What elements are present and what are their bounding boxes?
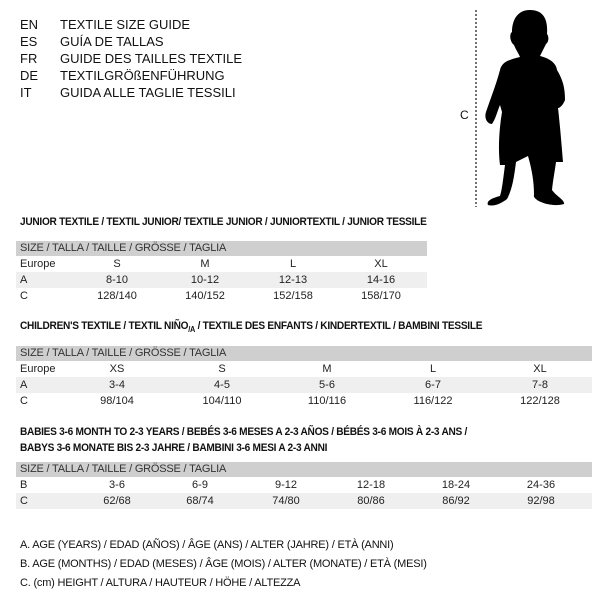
table-cell: M bbox=[200, 258, 210, 270]
table-cell: L bbox=[429, 363, 437, 375]
table-row: C 128/140 140/152 152/158 158/170 bbox=[16, 288, 427, 304]
babies-size-table: SIZE / TALLA / TAILLE / GRÖSSE / TAGLIA B… bbox=[16, 462, 592, 509]
language-title-row: DE TEXTILGRÖßENFÜHRUNG bbox=[20, 67, 225, 84]
height-measure-label: C bbox=[460, 108, 469, 122]
table-row: B 3-6 6-9 9-12 12-18 18-24 24-36 bbox=[16, 477, 592, 493]
table-cell: 3-6 bbox=[109, 479, 125, 491]
language-title: TEXTILGRÖßENFÜHRUNG bbox=[60, 68, 225, 83]
children-section-title: CHILDREN'S TEXTILE / TEXTIL NIÑO/A / TEX… bbox=[20, 318, 482, 338]
row-label: C bbox=[20, 290, 28, 302]
table-cell: 4-5 bbox=[214, 379, 230, 391]
table-cell: 68/74 bbox=[186, 495, 214, 507]
junior-size-table: SIZE / TALLA / TAILLE / GRÖSSE / TAGLIA E… bbox=[16, 241, 427, 304]
table-cell: 62/68 bbox=[103, 495, 131, 507]
table-cell: 152/158 bbox=[273, 290, 313, 302]
table-cell: XL bbox=[374, 258, 388, 270]
junior-section-title: JUNIOR TEXTILE / TEXTIL JUNIOR/ TEXTILE … bbox=[20, 216, 427, 228]
size-header-bar: SIZE / TALLA / TAILLE / GRÖSSE / TAGLIA bbox=[16, 462, 592, 477]
children-title-rest: / TEXTILE DES ENFANTS / KINDERTEXTIL / B… bbox=[195, 320, 483, 332]
babies-section-title-line1: BABIES 3-6 MONTH TO 2-3 YEARS / BEBÉS 3-… bbox=[20, 426, 468, 438]
table-cell: 18-24 bbox=[441, 479, 471, 491]
language-title: GUIDE DES TAILLES TEXTILE bbox=[60, 51, 243, 66]
row-label: A bbox=[20, 274, 28, 286]
children-title-part: CHILDREN'S TEXTILE / TEXTIL NIÑO bbox=[20, 320, 189, 332]
language-title-row: IT GUIDA ALLE TAGLIE TESSILI bbox=[20, 84, 236, 101]
table-row: A 3-4 4-5 5-6 6-7 7-8 bbox=[16, 377, 592, 393]
table-cell: 3-4 bbox=[109, 379, 125, 391]
row-label: Europe bbox=[20, 258, 56, 270]
table-cell: 110/116 bbox=[307, 395, 347, 407]
language-title: GUIDA ALLE TAGLIE TESSILI bbox=[60, 85, 236, 100]
table-cell: 128/140 bbox=[97, 290, 137, 302]
legend-item: B. AGE (MONTHS) / EDAD (MESES) / ÂGE (MO… bbox=[20, 558, 427, 570]
table-cell: 92/98 bbox=[527, 495, 555, 507]
table-cell: 8-10 bbox=[105, 274, 129, 286]
table-cell: XL bbox=[533, 363, 547, 375]
table-cell: 12-13 bbox=[278, 274, 308, 286]
table-cell: 9-12 bbox=[274, 479, 298, 491]
table-cell: L bbox=[289, 258, 297, 270]
table-cell: 122/128 bbox=[520, 395, 560, 407]
table-cell: 116/122 bbox=[413, 395, 453, 407]
legend-item: C. (cm) HEIGHT / ALTURA / HAUTEUR / HÖHE… bbox=[20, 577, 301, 589]
table-cell: 74/80 bbox=[272, 495, 300, 507]
size-header-bar: SIZE / TALLA / TAILLE / GRÖSSE / TAGLIA bbox=[16, 241, 427, 256]
table-cell: 14-16 bbox=[366, 274, 396, 286]
row-label: C bbox=[20, 395, 28, 407]
table-cell: 104/110 bbox=[202, 395, 242, 407]
table-cell: 158/170 bbox=[361, 290, 401, 302]
babies-section-title-line2: BABYS 3-6 MONATE BIS 2-3 JAHRE / BAMBINI… bbox=[20, 442, 328, 454]
child-silhouette-figure bbox=[475, 10, 565, 207]
table-row: C 98/104 104/110 110/116 116/122 122/128 bbox=[16, 393, 592, 409]
table-cell: 80/86 bbox=[357, 495, 385, 507]
table-cell: 98/104 bbox=[100, 395, 134, 407]
language-title-row: FR GUIDE DES TAILLES TEXTILE bbox=[20, 50, 242, 67]
row-label: B bbox=[20, 479, 28, 491]
table-cell: 5-6 bbox=[319, 379, 335, 391]
child-silhouette-icon bbox=[485, 10, 565, 206]
table-cell: 10-12 bbox=[190, 274, 220, 286]
table-cell: S bbox=[113, 258, 121, 270]
row-label: A bbox=[20, 379, 28, 391]
table-cell: XS bbox=[109, 363, 125, 375]
table-row: Europe S M L XL bbox=[16, 256, 427, 272]
table-cell: 6-9 bbox=[192, 479, 208, 491]
table-cell: 24-36 bbox=[526, 479, 556, 491]
table-cell: 140/152 bbox=[185, 290, 225, 302]
language-title: TEXTILE SIZE GUIDE bbox=[60, 17, 191, 32]
language-code: IT bbox=[20, 85, 32, 100]
language-title: GUÍA DE TALLAS bbox=[60, 34, 164, 49]
table-cell: 6-7 bbox=[425, 379, 441, 391]
language-title-row: ES GUÍA DE TALLAS bbox=[20, 33, 164, 50]
legend-item: A. AGE (YEARS) / EDAD (AÑOS) / ÂGE (ANS)… bbox=[20, 539, 394, 551]
table-cell: 7-8 bbox=[532, 379, 548, 391]
children-size-table: SIZE / TALLA / TAILLE / GRÖSSE / TAGLIA E… bbox=[16, 346, 592, 409]
size-header-bar: SIZE / TALLA / TAILLE / GRÖSSE / TAGLIA bbox=[16, 346, 592, 361]
language-code: FR bbox=[20, 51, 38, 66]
table-cell: 12-18 bbox=[356, 479, 386, 491]
row-label: C bbox=[20, 495, 28, 507]
table-cell: S bbox=[218, 363, 226, 375]
table-row: Europe XS S M L XL bbox=[16, 361, 592, 377]
table-cell: M bbox=[322, 363, 332, 375]
table-cell: 86/92 bbox=[442, 495, 470, 507]
language-title-row: EN TEXTILE SIZE GUIDE bbox=[20, 16, 190, 33]
table-row: A 8-10 10-12 12-13 14-16 bbox=[16, 272, 427, 288]
children-title-sub: /A bbox=[188, 325, 196, 335]
table-row: C 62/68 68/74 74/80 80/86 86/92 92/98 bbox=[16, 493, 592, 509]
row-label: Europe bbox=[20, 363, 56, 375]
language-code: ES bbox=[20, 34, 38, 49]
language-code: DE bbox=[20, 68, 39, 83]
language-code: EN bbox=[20, 17, 39, 32]
